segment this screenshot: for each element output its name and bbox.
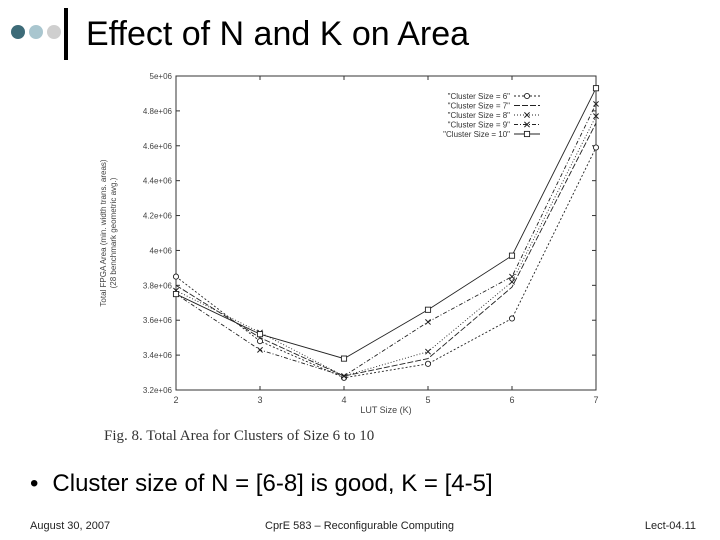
- data-point-s5: [508, 252, 516, 259]
- footer-date: August 30, 2007: [30, 520, 111, 532]
- title-divider: [64, 8, 68, 60]
- bullet-point: • Cluster size of N = [6-8] is good, K = …: [30, 470, 493, 498]
- data-point-s1: [340, 374, 348, 381]
- data-point-s4: [341, 373, 347, 379]
- data-point-s5: [424, 306, 432, 313]
- y-axis-label-2: (28 benchmark geometric avg.): [109, 177, 118, 288]
- y-tick-label: 3.8e+06: [143, 281, 173, 290]
- series-line-4: [175, 103, 597, 377]
- data-point-s3: [509, 278, 515, 285]
- x-tick-label: 5: [425, 395, 430, 405]
- x-tick-label: 2: [173, 395, 178, 405]
- legend-marker: [524, 121, 530, 128]
- y-tick-label: 3.6e+06: [143, 316, 173, 325]
- y-tick-label: 4.4e+06: [143, 177, 173, 186]
- page-title: Effect of N and K on Area: [86, 15, 470, 53]
- y-tick-label: 4e+06: [150, 246, 173, 255]
- legend-label: "Cluster Size = 10": [443, 130, 510, 139]
- y-tick-label: 3.2e+06: [143, 386, 173, 395]
- y-tick-label: 4.6e+06: [143, 142, 173, 151]
- legend-marker: [523, 130, 531, 138]
- figure-caption: Fig. 8. Total Area for Clusters of Size …: [104, 428, 375, 444]
- legend-label: "Cluster Size = 9": [448, 121, 511, 130]
- y-tick-label: 5e+06: [150, 72, 173, 81]
- legend-label: "Cluster Size = 7": [448, 102, 511, 111]
- data-point-s1: [256, 338, 264, 345]
- data-point-s5: [256, 331, 264, 338]
- data-point-s3: [593, 113, 599, 120]
- series-line-2: [175, 122, 597, 377]
- data-point-s1: [172, 273, 180, 280]
- data-point-s4: [593, 100, 599, 107]
- data-point-s1: [508, 315, 516, 322]
- legend-label: "Cluster Size = 6": [448, 92, 511, 101]
- data-point-s4: [509, 273, 515, 280]
- series-line-5: [175, 88, 597, 360]
- series-line-1: [175, 147, 597, 379]
- x-axis-label: LUT Size (K): [360, 405, 411, 415]
- y-tick-label: 3.4e+06: [143, 351, 173, 360]
- data-point-s5: [592, 85, 600, 92]
- bullet-text: Cluster size of N = [6-8] is good, K = […: [52, 470, 493, 497]
- legend-marker: [524, 112, 530, 118]
- y-tick-label: 4.2e+06: [143, 212, 173, 221]
- footer-course: CprE 583 – Reconfigurable Computing: [265, 520, 454, 532]
- data-point-s5: [340, 355, 348, 362]
- data-point-s3: [425, 348, 431, 355]
- data-point-s4: [257, 346, 263, 353]
- data-point-s1: [424, 360, 432, 367]
- decorative-dots-icon: [11, 25, 61, 39]
- y-axis-label: Total FPGA Area (min. width trans. areas…: [99, 159, 108, 307]
- x-tick-label: 4: [341, 395, 346, 405]
- x-tick-label: 3: [257, 395, 262, 405]
- legend-marker: [523, 92, 531, 100]
- x-tick-label: 6: [509, 395, 514, 405]
- plot-frame: [175, 75, 597, 391]
- bullet-symbol: •: [30, 470, 39, 497]
- data-point-s5: [172, 291, 180, 298]
- series-line-3: [175, 115, 597, 377]
- footer-lecture: Lect-04.11: [644, 520, 696, 532]
- data-point-s1: [592, 144, 600, 151]
- y-tick-label: 4.8e+06: [143, 107, 173, 116]
- x-tick-label: 7: [593, 395, 598, 405]
- data-point-s4: [425, 319, 431, 325]
- legend-label: "Cluster Size = 8": [448, 111, 511, 120]
